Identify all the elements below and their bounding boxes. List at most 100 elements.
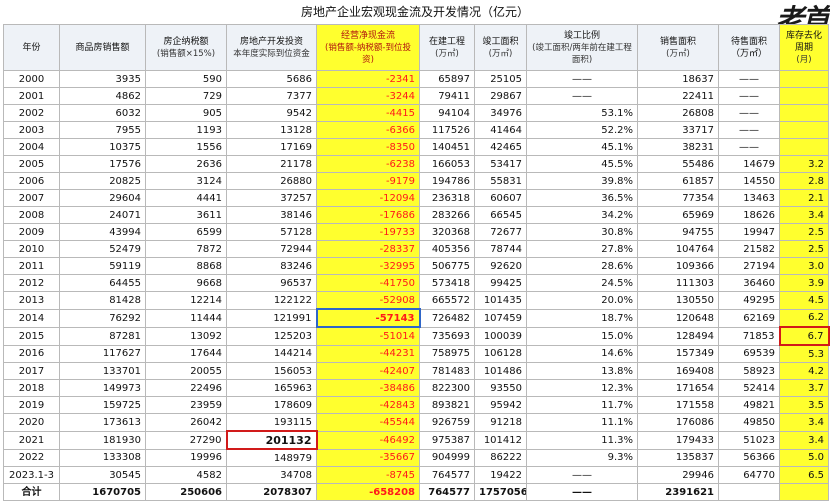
table-row: 2001 4862 729 7377 -3244 79411 29867 —— 22411 —— [3, 87, 829, 105]
cell-sold-area: 176086 [637, 413, 719, 432]
table-row: 2011 59119 8868 83246 -32995 506775 92620 28.6%… [3, 257, 829, 275]
cell-sold-area: 179433 [637, 430, 719, 450]
cell-sold-area: 135837 [637, 448, 719, 467]
cell-net-cashflow: -9179 [316, 172, 420, 190]
cell-sold-area: 26808 [637, 104, 719, 122]
cell-construct: 236318 [419, 189, 475, 207]
cell-ratio: 12.3% [526, 379, 638, 397]
cell-invest: 13128 [226, 121, 317, 139]
cell-construct: 573418 [419, 274, 475, 292]
cell-invest: 165963 [226, 379, 317, 397]
cell-complete: 78744 [474, 240, 527, 258]
col-header-ratio: 竣工比例 (竣工面积/两年前在建工程面积) [526, 24, 638, 71]
cell-invest: 201132 [225, 430, 318, 450]
cell-turnover: 3.9 [779, 274, 829, 292]
cell-sold-area: 33717 [637, 121, 719, 139]
header-row: 年份 商品房销售额 房企纳税额 (销售额×15%) 房地产开发投资 本年度实际到位资… [3, 24, 829, 71]
cell-turnover: 2.5 [779, 240, 829, 258]
cell-unsold: 62169 [718, 308, 780, 328]
cell-complete: 55831 [474, 172, 527, 190]
cell-year: 2012 [3, 274, 60, 292]
cell-tax: 6599 [145, 223, 227, 241]
cell-net-cashflow: -38486 [316, 379, 420, 397]
cell-sales: 20825 [59, 172, 146, 190]
cell-construct: 764577 [419, 466, 475, 484]
cell-ratio: 34.2% [526, 206, 638, 224]
table-row: 2021 181930 27290 201132 -46492 975387 101412 1… [3, 430, 829, 450]
cell-sold-area: 104764 [637, 240, 719, 258]
col-header-net-cashflow: 经营净现金流 (销售额-纳税额-到位投资) [316, 24, 420, 71]
cell-unsold: 13463 [718, 189, 780, 207]
col-header-tax: 房企纳税额 (销售额×15%) [145, 24, 227, 71]
cell-year: 2021 [3, 430, 60, 450]
cell-tax: 250606 [145, 483, 227, 501]
cell-sold-area: 94755 [637, 223, 719, 241]
cell-tax: 4582 [145, 466, 227, 484]
cell-tax: 1193 [145, 121, 227, 139]
cell-sales: 17576 [59, 155, 146, 173]
cell-sold-area: 65969 [637, 206, 719, 224]
cell-sales: 52479 [59, 240, 146, 258]
cell-invest: 122122 [226, 291, 317, 310]
cell-invest: 148979 [226, 448, 317, 467]
cell-complete: 53417 [474, 155, 527, 173]
cell-ratio: 45.5% [526, 155, 638, 173]
cell-tax: 27290 [145, 430, 227, 450]
cell-year: 2004 [3, 138, 60, 156]
table-row: 2013 81428 12214 122122 -52908 665572 101435 20… [3, 291, 829, 310]
cell-sales: 87281 [59, 326, 146, 346]
cell-unsold: 36460 [718, 274, 780, 292]
cell-unsold: —— [718, 87, 780, 105]
cell-sales: 76292 [59, 308, 146, 328]
table-body: 2000 3935 590 5686 -2341 65897 25105 —— 18637 —— 2… [3, 70, 830, 501]
cell-sold-area: 77354 [637, 189, 719, 207]
cell-unsold: 51023 [718, 430, 780, 450]
cell-sales: 59119 [59, 257, 146, 275]
table-row: 2004 10375 1556 17169 -8350 140451 42465 45.1% 3… [3, 138, 829, 156]
cell-sold-area: 171558 [637, 396, 719, 414]
cell-ratio: —— [526, 466, 638, 484]
cell-sales: 133308 [59, 448, 146, 467]
cell-construct: 166053 [419, 155, 475, 173]
cell-turnover: 3.4 [779, 430, 829, 450]
cell-turnover: 4.5 [779, 291, 829, 310]
cell-ratio: 39.8% [526, 172, 638, 190]
cell-turnover [779, 483, 829, 501]
cell-unsold: —— [718, 104, 780, 122]
cell-tax: 590 [145, 70, 227, 88]
col-header-invest: 房地产开发投资 本年度实际到位资金 [226, 24, 317, 71]
cell-sales: 4862 [59, 87, 146, 105]
cell-complete: 60607 [474, 189, 527, 207]
table-row: 2006 20825 3124 26880 -9179 194786 55831 39.8% 6… [3, 172, 829, 190]
table-row: 2012 64455 9668 96537 -41750 573418 99425 24.5%… [3, 274, 829, 292]
cell-tax: 3611 [145, 206, 227, 224]
cell-tax: 20055 [145, 362, 227, 380]
cell-ratio: 52.2% [526, 121, 638, 139]
cell-construct: 893821 [419, 396, 475, 414]
cell-ratio: 13.8% [526, 362, 638, 380]
cell-ratio: 11.3% [526, 430, 638, 450]
cell-tax: 23959 [145, 396, 227, 414]
cell-sold-area: 38231 [637, 138, 719, 156]
cell-sales: 173613 [59, 413, 146, 432]
cell-turnover: 3.5 [779, 396, 829, 414]
cell-year: 2001 [3, 87, 60, 105]
cell-net-cashflow: -12094 [316, 189, 420, 207]
cell-tax: 905 [145, 104, 227, 122]
cell-year: 2000 [3, 70, 60, 88]
cell-turnover: 6.2 [779, 308, 829, 328]
cell-complete: 107459 [474, 308, 527, 328]
cell-ratio: —— [526, 70, 638, 88]
cell-year: 2006 [3, 172, 60, 190]
cell-complete: 92620 [474, 257, 527, 275]
cell-complete: 100039 [474, 326, 527, 346]
cell-net-cashflow: -3244 [316, 87, 420, 105]
cell-net-cashflow: -51014 [316, 326, 420, 346]
cell-sales: 64455 [59, 274, 146, 292]
cell-net-cashflow: -8350 [316, 138, 420, 156]
cell-year: 2009 [3, 223, 60, 241]
cell-unsold: —— [718, 138, 780, 156]
cell-ratio: 30.8% [526, 223, 638, 241]
cell-complete: 91218 [474, 413, 527, 432]
col-header-sold-area: 销售面积 (万㎡) [637, 24, 719, 71]
